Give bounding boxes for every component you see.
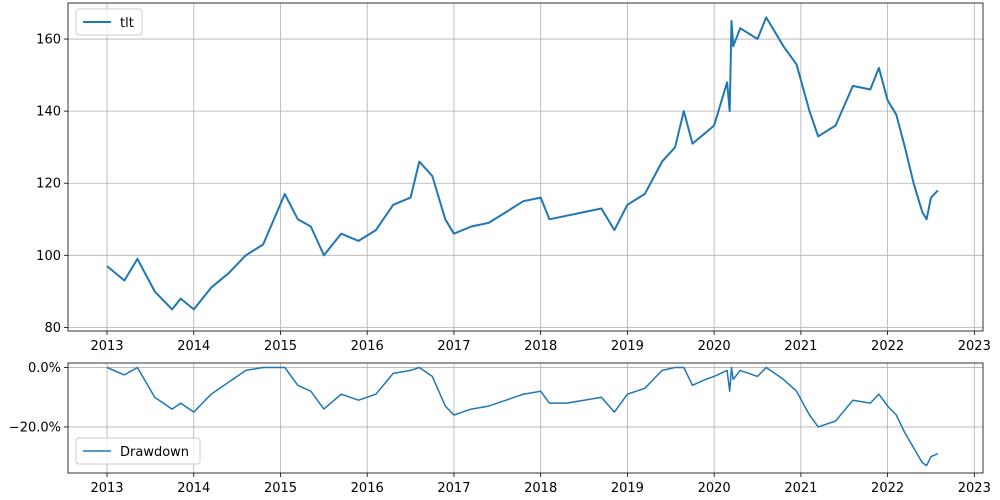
- x-tick-label: 2023: [958, 481, 991, 496]
- y-tick-label: 160: [36, 33, 61, 48]
- x-tick-label: 2022: [871, 339, 904, 354]
- drawdown-plot-area: [106, 366, 939, 467]
- y-tick-label: 80: [44, 321, 61, 336]
- price-legend-label: tlt: [120, 16, 134, 31]
- drawdown-legend-label: Drawdown: [120, 445, 189, 460]
- x-tick-label: 2018: [524, 339, 557, 354]
- series-line: [106, 16, 939, 311]
- drawdown-legend: Drawdown: [75, 437, 201, 465]
- x-tick-label: 2014: [177, 339, 210, 354]
- drawdown-legend-box: [75, 437, 201, 465]
- price-chart: 2013 2014 2015 2016 2017 2018 2019 2020 2021 2022…: [36, 2, 991, 354]
- x-tick-label: 2013: [90, 339, 123, 354]
- y-tick-label: 140: [36, 105, 61, 120]
- y-tick-label: −20.0%: [9, 420, 61, 435]
- price-legend: tlt: [75, 8, 143, 36]
- price-grid: [68, 3, 983, 331]
- series-line: [106, 366, 939, 467]
- drawdown-axes: 2013 2014 2015 2016 2017 2018 2019 2020 2021 2022…: [9, 361, 991, 496]
- y-tick-label: 120: [36, 177, 61, 192]
- x-tick-label: 2016: [351, 339, 384, 354]
- x-tick-label: 2020: [698, 481, 731, 496]
- y-tick-label: 100: [36, 249, 61, 264]
- price-plot-area: [106, 16, 939, 311]
- y-tick-label: 0.0%: [28, 361, 61, 376]
- x-tick-label: 2015: [264, 339, 297, 354]
- x-tick-label: 2015: [264, 481, 297, 496]
- drawdown-grid: [68, 363, 983, 473]
- axes-frame: [67, 362, 984, 474]
- drawdown-chart: 2013 2014 2015 2016 2017 2018 2019 2020 2021 2022…: [9, 361, 991, 496]
- x-tick-label: 2020: [698, 339, 731, 354]
- x-tick-label: 2018: [524, 481, 557, 496]
- x-tick-label: 2021: [784, 339, 817, 354]
- x-tick-label: 2019: [611, 481, 644, 496]
- x-tick-label: 2022: [871, 481, 904, 496]
- x-tick-label: 2017: [437, 481, 470, 496]
- price-axes: 2013 2014 2015 2016 2017 2018 2019 2020 2021 2022…: [36, 2, 991, 354]
- x-tick-label: 2013: [90, 481, 123, 496]
- x-tick-label: 2017: [437, 339, 470, 354]
- x-tick-label: 2023: [958, 339, 991, 354]
- x-tick-label: 2021: [784, 481, 817, 496]
- x-tick-label: 2014: [177, 481, 210, 496]
- axes-frame: [67, 2, 984, 332]
- x-tick-label: 2019: [611, 339, 644, 354]
- x-tick-label: 2016: [351, 481, 384, 496]
